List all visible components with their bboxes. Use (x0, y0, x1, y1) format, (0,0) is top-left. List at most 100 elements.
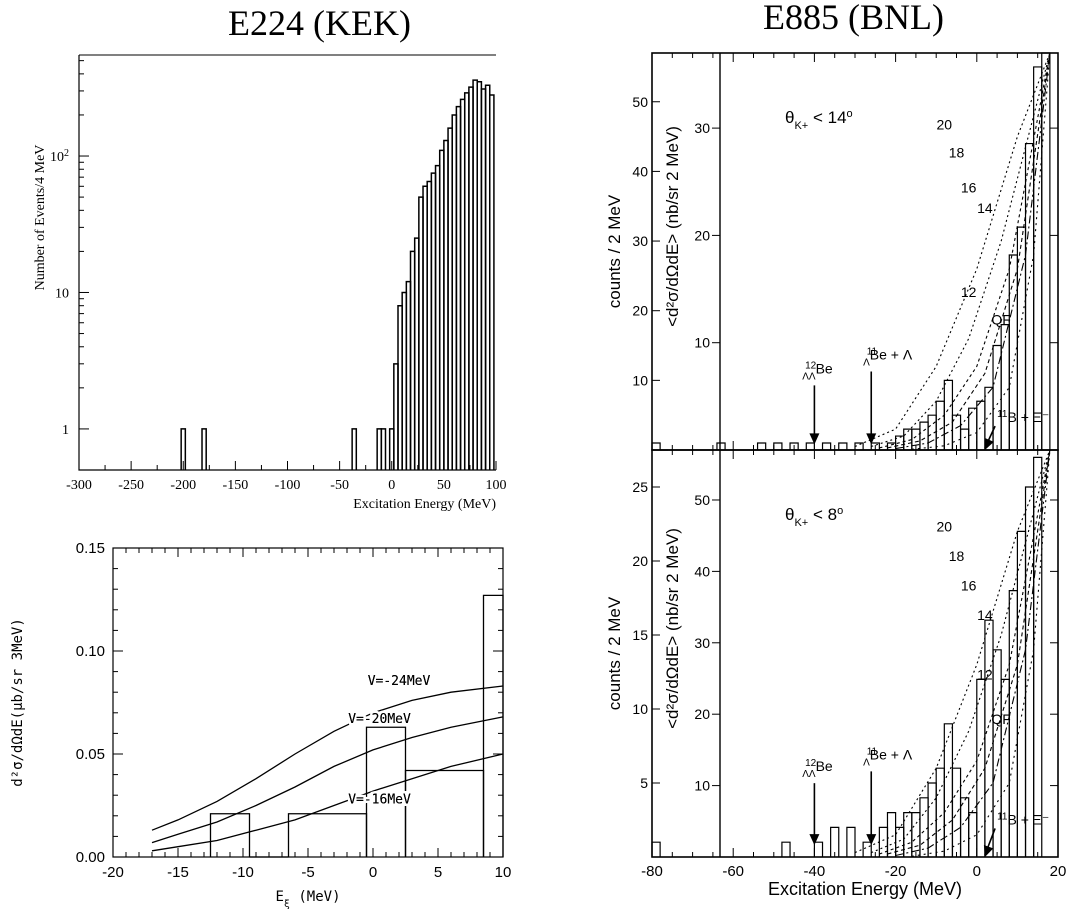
bnl-annotation: 11 ΛBe + Λ (863, 346, 913, 368)
bnl-bin (846, 826, 856, 857)
kek-xs-ylabel: d²σ/dΩdE(μb/sr 3MeV) (10, 618, 26, 787)
bnl-right-ytick-label: 30 (694, 635, 710, 651)
bnl-frame (651, 52, 1059, 451)
kek-xs-ytick-label: 0.05 (76, 746, 105, 763)
kek-xs-curve-label: V=-16MeV (348, 792, 411, 807)
bnl-curve-14 (887, 52, 1051, 449)
bnl-curve-18 (871, 52, 1051, 448)
bnl-xtick-label: -20 (885, 863, 907, 880)
kek-spectrum-chart: -300 -250 -200 -150 -100 -50 0 50 100 1 10 102 Excit… (33, 54, 507, 512)
bnl-curve-14 (887, 449, 1051, 855)
bnl-left-ytick-label: 40 (632, 163, 648, 179)
bnl-bin (1033, 66, 1043, 450)
kek-spectrum-xtick-label: -50 (330, 478, 349, 493)
kek-xs-curve-0 (151, 685, 504, 831)
bnl-annotation: 11B + Ξ⁻ (997, 409, 1049, 426)
bnl-bin (968, 812, 978, 857)
kek-spectrum-bin (488, 94, 495, 470)
bnl-bin (789, 442, 799, 450)
bnl-curve-label: QF (991, 312, 1010, 328)
bnl-right-ytick-label: 50 (694, 492, 710, 508)
bnl-bin (935, 400, 945, 450)
bnl-curve-20 (854, 52, 1051, 448)
bnl-frame (651, 449, 1059, 858)
kek-xs-curve-label-halo: V=-16MeV (348, 792, 411, 807)
bnl-right-ytick-label: 40 (694, 563, 710, 579)
bnl-curve-20 (854, 449, 1051, 854)
bnl-curve-label: 14 (977, 200, 993, 216)
bnl-xtick-label: -60 (722, 863, 744, 880)
bnl-curve-label: QF (991, 711, 1010, 727)
bnl-bin (886, 812, 897, 857)
bnl-bin (821, 442, 832, 450)
bnl-annotation-arrowhead (984, 437, 994, 450)
bnl-left-ytick-label: 15 (632, 627, 648, 643)
kek-xs-xlabel: Eξ (MeV) (275, 889, 340, 909)
kek-xs-bin (482, 594, 504, 857)
bnl-bin (878, 826, 889, 857)
bnl-left-ytick-label: 5 (640, 775, 648, 791)
kek-xs-xtick-label: -15 (167, 864, 189, 881)
kek-spectrum-ytick-label: 102 (50, 148, 69, 166)
heading-left: E224 (KEK) (228, 3, 411, 43)
bnl-annotation-arrowhead (983, 844, 994, 857)
bnl-annotation-arrowhead (809, 834, 820, 846)
bnl-bin (805, 442, 815, 450)
kek-spectrum-xtick-label: 100 (486, 478, 507, 493)
bnl-bin (1033, 456, 1043, 857)
bnl-bin (651, 841, 661, 857)
bnl-curve-label: 18 (949, 548, 965, 564)
bnl-bin (838, 442, 848, 450)
bnl-panel-3: -80 -60 -40 -20 0 20 5 10 15 20 25 10 20 30 40 50 counts… (605, 449, 1067, 899)
bnl-right-ylabel: <d²σ/dΩdE> (nb/sr 2 MeV) (663, 126, 682, 327)
bnl-bin (992, 649, 1002, 857)
bnl-right-ytick-label: 10 (694, 778, 710, 794)
bnl-bin (895, 826, 905, 857)
bnl-bin (862, 841, 872, 857)
kek-spectrum-bin (351, 428, 358, 470)
kek-spectrum-ytick-label: 1 (62, 423, 69, 438)
bnl-left-ytick-label: 30 (632, 233, 648, 249)
bnl-curve-16 (879, 449, 1051, 855)
bnl-bin (781, 841, 791, 857)
bnl-bin (756, 442, 767, 450)
bnl-bin (854, 442, 864, 450)
kek-xs-curve-label: V=-24MeV (368, 674, 431, 689)
bnl-curve-18 (870, 449, 1051, 854)
kek-spectrum-bin (180, 428, 187, 470)
kek-xs-curve-2 (151, 753, 504, 852)
bnl-left-ylabel: counts / 2 MeV (605, 194, 624, 308)
bnl-xtick-label: 20 (1050, 863, 1067, 880)
bnl-annotation: 11B + Ξ⁻ (997, 811, 1049, 828)
kek-xs-curve-label-halo: V=-24MeV (368, 674, 431, 689)
kek-spectrum-bin (380, 428, 387, 470)
bnl-xlabel: Excitation Energy (MeV) (768, 879, 962, 899)
kek-xs-xtick-label: 0 (369, 864, 377, 881)
bnl-curve-label: 12 (961, 284, 977, 300)
kek-xs-xtick-label: -10 (232, 864, 254, 881)
bnl-bin (1024, 486, 1035, 857)
bnl-annotation-arrowhead (866, 433, 877, 445)
bnl-left-ylabel: counts / 2 MeV (605, 596, 624, 710)
bnl-bin (716, 442, 726, 450)
bnl-right-ytick-label: 20 (694, 706, 710, 722)
bnl-angle-label: θK+ < 14o (785, 108, 853, 132)
bnl-left-ytick-label: 10 (632, 701, 648, 717)
kek-xs-xtick-label: -20 (102, 864, 124, 881)
kek-spectrum-xtick-label: 0 (388, 478, 395, 493)
kek-spectrum-xlabel: Excitation Energy (MeV) (353, 497, 496, 512)
bnl-left-ytick-label: 50 (632, 94, 648, 110)
kek-xs-curve-label-halo: V=-20MeV (348, 712, 411, 727)
bnl-right-ytick-label: 30 (694, 120, 710, 136)
bnl-bin (976, 678, 986, 857)
bnl-bin (919, 421, 929, 450)
bnl-bin (651, 442, 661, 450)
kek-spectrum-xtick-label: 50 (437, 478, 451, 493)
bnl-curve-QF (911, 52, 1051, 450)
bnl-bin (959, 797, 970, 857)
kek-xs-ytick-label: 0.15 (76, 540, 105, 557)
kek-spectrum-ytick-label: 10 (55, 286, 69, 301)
kek-xs-bin (287, 813, 368, 857)
kek-xs-curve-1 (151, 716, 504, 844)
bnl-left-ytick-label: 20 (632, 303, 648, 319)
